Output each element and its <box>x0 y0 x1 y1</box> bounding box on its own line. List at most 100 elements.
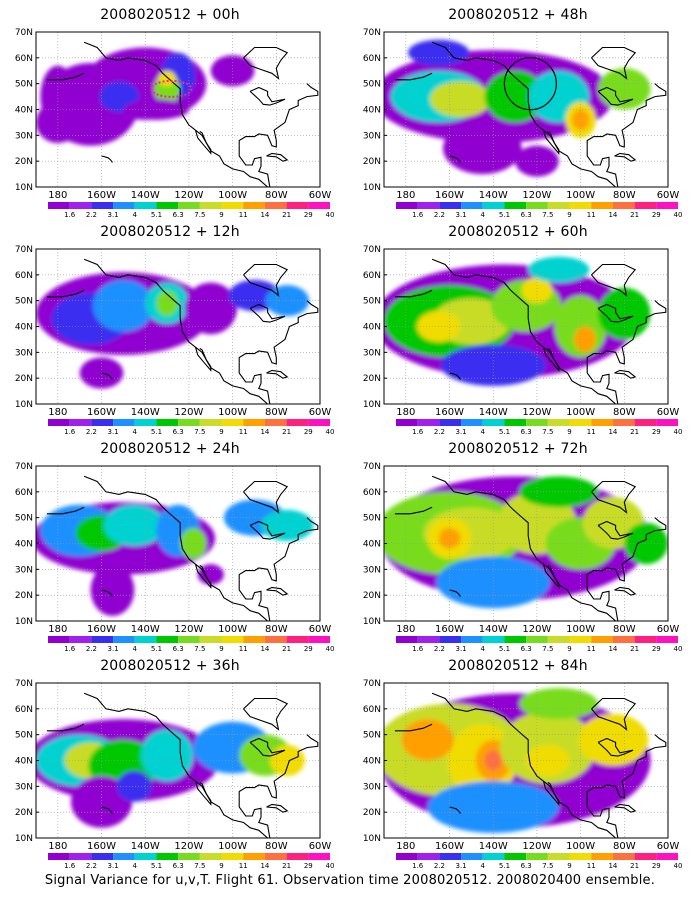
longitude-label: 160W <box>87 841 116 852</box>
colorbar-label: 7.5 <box>542 428 553 436</box>
colorbar-swatch <box>286 853 309 860</box>
coastline <box>542 564 560 589</box>
longitude-label: 180 <box>48 407 67 418</box>
colorbar-swatch <box>156 853 179 860</box>
coastline <box>238 300 319 365</box>
colorbar-label: 2.2 <box>434 428 445 436</box>
colorbar-label: 40 <box>674 645 683 653</box>
variance-contour <box>156 290 178 317</box>
colorbar-swatch <box>634 419 657 426</box>
colorbar-swatch <box>286 419 309 426</box>
colorbar-swatch <box>439 419 462 426</box>
colorbar-label: 11 <box>587 862 596 870</box>
colorbar-label: 6.3 <box>521 645 532 653</box>
latitude-label: 70N <box>363 462 381 472</box>
colorbar-label: 29 <box>652 211 661 219</box>
longitude-label: 140W <box>479 624 508 635</box>
colorbar-swatch <box>547 202 570 209</box>
colorbar-label: 1.6 <box>64 862 76 870</box>
colorbar-swatch <box>547 853 570 860</box>
coastline <box>586 579 619 621</box>
coastline <box>266 369 289 379</box>
latitude-label: 30N <box>363 782 381 792</box>
coastline <box>243 263 289 297</box>
colorbar-label: 5.1 <box>499 428 510 436</box>
latitude-label: 30N <box>363 131 381 141</box>
map-panel: 2008020512 + 36h 70N 60N 50N 40N 30N 20N 10N 180… <box>0 656 340 874</box>
colorbar-label: 2.2 <box>86 862 97 870</box>
latitude-label: 40N <box>363 540 381 550</box>
longitude-label: 140W <box>131 407 160 418</box>
colorbar-label: 9 <box>567 645 571 653</box>
colorbar-swatch <box>286 202 309 209</box>
colorbar-swatch <box>69 636 92 643</box>
latitude-label: 40N <box>15 540 33 550</box>
latitude-label: 50N <box>363 297 381 307</box>
colorbar-swatch <box>612 202 635 209</box>
latitude-label: 60N <box>363 705 381 715</box>
colorbar-swatch <box>91 636 114 643</box>
longitude-label: 80W <box>265 841 288 852</box>
coastline <box>101 372 113 380</box>
coastline <box>591 263 637 297</box>
variance-contour <box>184 282 237 335</box>
colorbar-label: 14 <box>260 211 269 219</box>
latitude-label: 60N <box>15 488 33 498</box>
coastline <box>591 480 637 514</box>
colorbar-label: 11 <box>239 428 248 436</box>
longitude-label: 100W <box>218 190 247 201</box>
colorbar-swatch <box>482 853 505 860</box>
colorbar-label: 21 <box>630 645 639 653</box>
colorbar-swatch <box>178 202 200 209</box>
colorbar-label: 2.2 <box>86 211 97 219</box>
coastline <box>243 697 289 731</box>
longitude-label: 60W <box>657 624 680 635</box>
variance-contour <box>436 556 551 609</box>
colorbar-swatch <box>396 636 418 643</box>
longitude-label: 80W <box>613 841 636 852</box>
colorbar-label: 2.2 <box>86 428 97 436</box>
colorbar-swatch <box>634 636 657 643</box>
colorbar-label: 5.1 <box>499 645 510 653</box>
latitude-label: 10N <box>363 834 381 844</box>
variance-contour <box>92 280 154 332</box>
figure-caption: Signal Variance for u,v,T. Flight 61. Ob… <box>44 873 656 888</box>
colorbar-label: 7.5 <box>542 645 553 653</box>
longitude-label: 120W <box>522 190 551 201</box>
longitude-label: 120W <box>522 407 551 418</box>
coastline <box>597 303 634 323</box>
coastline <box>586 517 667 582</box>
coastline <box>249 303 286 323</box>
coastline <box>194 564 212 589</box>
colorbar-swatch <box>199 636 222 643</box>
colorbar-swatch <box>113 419 135 426</box>
colorbar-label: 14 <box>608 645 617 653</box>
colorbar-swatch <box>504 419 527 426</box>
colorbar-swatch <box>417 853 440 860</box>
coastline <box>542 130 560 155</box>
colorbar-swatch <box>439 636 462 643</box>
latitude-label: 30N <box>363 348 381 358</box>
colorbar-label: 4 <box>481 428 486 436</box>
colorbar-swatch <box>482 419 505 426</box>
panel-title: 2008020512 + 72h <box>448 441 588 457</box>
variance-map: 70N 60N 50N 40N 30N 20N 10N 180 160W 140W 120W 100W… <box>15 679 335 870</box>
colorbar-label: 9 <box>567 211 571 219</box>
coastline <box>449 155 461 163</box>
colorbar-swatch <box>156 636 179 643</box>
coastline <box>449 589 461 597</box>
longitude-label: 120W <box>174 841 203 852</box>
colorbar-swatch <box>569 636 592 643</box>
colorbar-label: 6.3 <box>173 862 184 870</box>
colorbar-swatch <box>178 636 200 643</box>
longitude-label: 80W <box>265 190 288 201</box>
colorbar-swatch <box>134 202 157 209</box>
coastline <box>449 372 461 380</box>
coastline <box>238 579 271 621</box>
latitude-label: 30N <box>15 348 33 358</box>
coastline <box>266 152 289 162</box>
colorbar-label: 21 <box>282 862 291 870</box>
colorbar-label: 7.5 <box>542 211 553 219</box>
observation-region-marker <box>503 57 557 111</box>
latitude-label: 20N <box>15 374 33 384</box>
